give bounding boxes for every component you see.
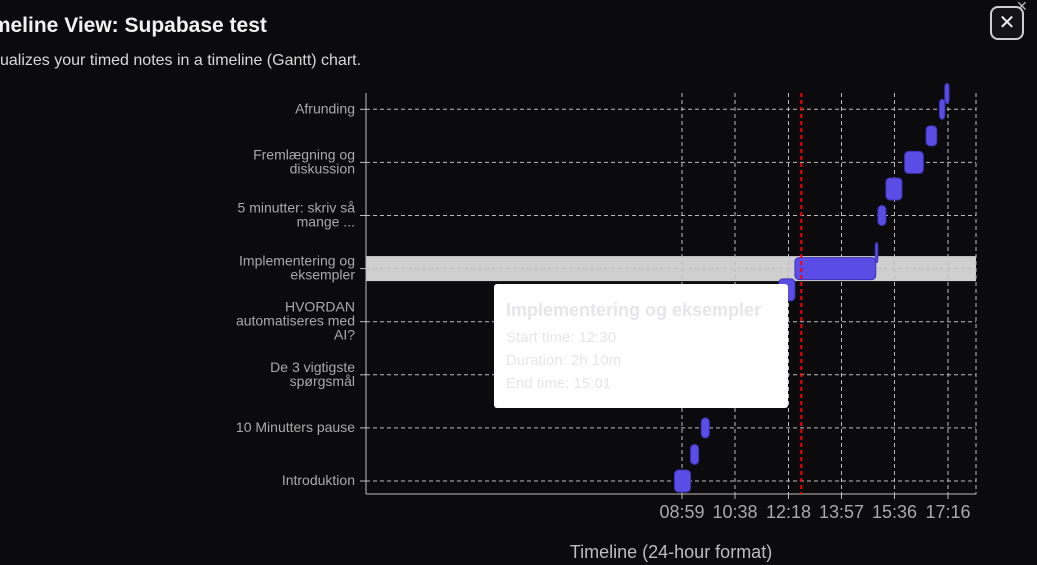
y-tick-label: Introduktion	[282, 472, 355, 488]
task-bar	[938, 98, 946, 120]
y-tick-label: Afrunding	[295, 100, 355, 116]
y-tick-label: mange ...	[297, 214, 355, 230]
y-tick-label: Fremlægning og	[253, 146, 355, 162]
task-bar	[944, 82, 950, 104]
tooltip-end-time: End time: 15:01	[506, 375, 612, 392]
y-tick-label: diskussion	[290, 160, 355, 176]
task-bar	[874, 242, 879, 264]
x-axis-label: Timeline (24-hour format)	[570, 542, 772, 562]
x-tick-label: 12:18	[766, 502, 811, 522]
task-bar	[885, 177, 903, 201]
tooltip-duration: Duration: 2h 10m	[506, 352, 622, 369]
y-tick-label: AI?	[334, 327, 355, 343]
x-tick-label: 15:36	[872, 502, 917, 522]
tooltip-start-time: Start time: 12:30	[506, 329, 617, 346]
task-bar	[904, 150, 924, 174]
y-tick-label: De 3 vigtigste	[270, 359, 355, 375]
task-bar	[690, 443, 700, 465]
task-bar	[674, 469, 692, 493]
tooltip-title: Implementering og eksempler	[506, 300, 762, 320]
task-bar	[925, 125, 938, 147]
y-tick-label: HVORDAN	[285, 299, 355, 315]
y-tick-label: automatiseres med	[236, 313, 355, 329]
close-button[interactable]: ✕	[990, 6, 1024, 40]
y-tick-label: eksempler	[290, 267, 355, 283]
page-subtitle: sualizes your timed notes in a timeline …	[0, 52, 362, 69]
y-tick-label: Implementering og	[239, 253, 355, 269]
y-tick-label: 5 minutter: skriv så	[238, 200, 356, 216]
y-tick-label: 10 Minutters pause	[236, 419, 355, 435]
page-title: imeline View: Supabase test	[0, 14, 267, 37]
x-tick-label: 17:16	[925, 502, 970, 522]
y-tick-label: spørgsmål	[290, 373, 355, 389]
x-tick-label: 13:57	[819, 502, 864, 522]
x-tick-label: 10:38	[712, 502, 757, 522]
x-tick-label: 08:59	[659, 502, 704, 522]
task-bar	[794, 257, 877, 281]
corner-close-icon[interactable]: ✕	[1016, 0, 1028, 14]
chart-tooltip: Implementering og eksempler Start time: …	[494, 284, 788, 408]
task-bar	[877, 205, 887, 226]
task-bar	[700, 417, 710, 439]
